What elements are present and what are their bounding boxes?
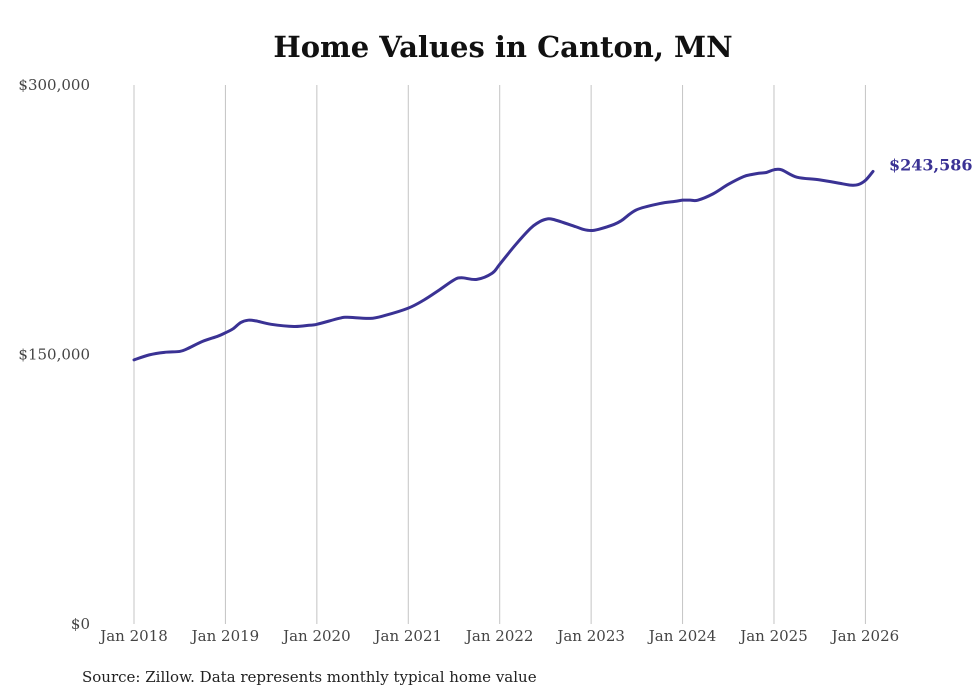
x-tick-label: Jan 2021 bbox=[372, 627, 442, 645]
x-axis: Jan 2018 Jan 2019 Jan 2020 Jan 2021 Jan 2022… bbox=[98, 627, 899, 645]
y-tick-label: $0 bbox=[71, 615, 90, 633]
x-tick-label: Jan 2022 bbox=[464, 627, 534, 645]
x-tick-label: Jan 2020 bbox=[281, 627, 351, 645]
x-tick-label: Jan 2023 bbox=[555, 627, 625, 645]
chart-title: Home Values in Canton, MN bbox=[273, 30, 733, 64]
series: $243,586 bbox=[132, 155, 973, 362]
x-tick-label: Jan 2024 bbox=[647, 627, 717, 645]
gridlines bbox=[133, 85, 866, 624]
series-line bbox=[132, 167, 875, 362]
y-tick-label: $150,000 bbox=[18, 346, 90, 364]
y-axis: $0 $150,000 $300,000 bbox=[18, 76, 90, 633]
x-tick-label: Jan 2025 bbox=[738, 627, 808, 645]
x-tick-label: Jan 2026 bbox=[830, 627, 900, 645]
x-tick-label: Jan 2018 bbox=[98, 627, 168, 645]
source-note: Source: Zillow. Data represents monthly … bbox=[82, 668, 537, 686]
x-tick-label: Jan 2019 bbox=[190, 627, 260, 645]
y-tick-label: $300,000 bbox=[18, 76, 90, 94]
end-value-label: $243,586 bbox=[889, 155, 973, 174]
